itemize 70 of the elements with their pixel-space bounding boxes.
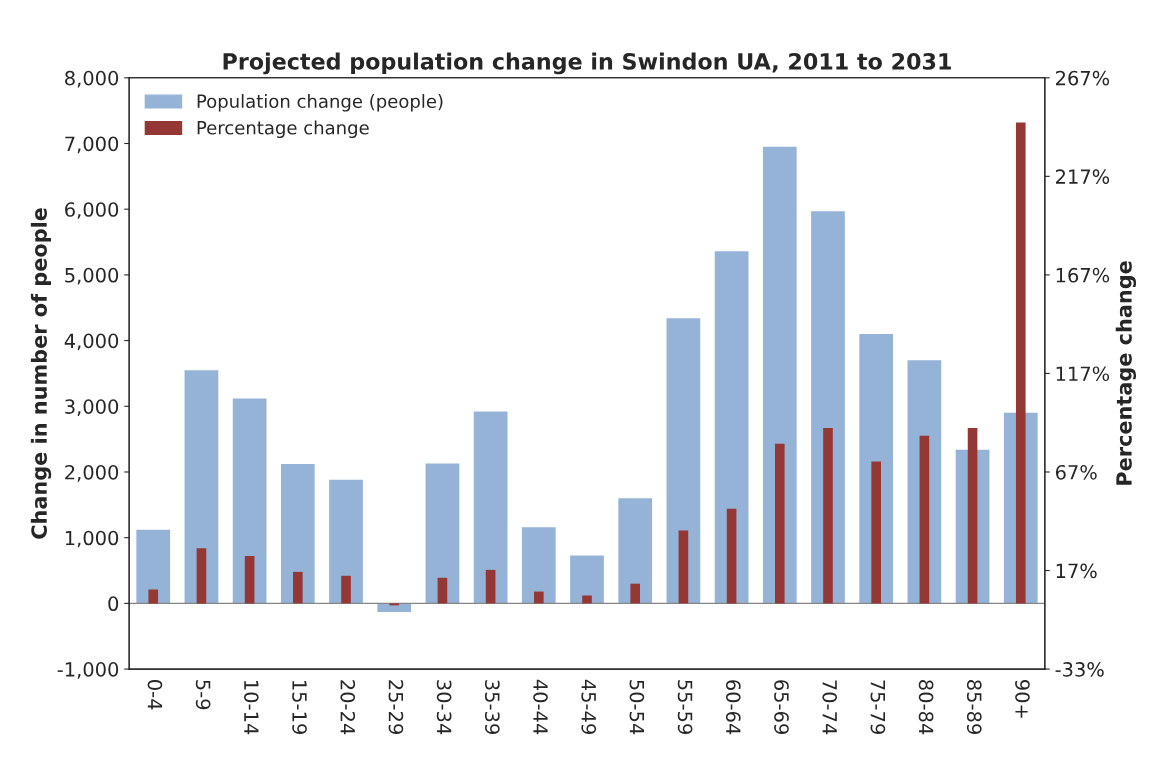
bar — [714, 251, 749, 604]
y2-tick-label: 67% — [1055, 464, 1097, 480]
bar — [148, 589, 159, 604]
x-tick-label: 60-64 — [725, 680, 741, 735]
bar — [184, 370, 219, 604]
y-tick-label: -1,000 — [57, 662, 119, 679]
x-tick-label: 85-89 — [966, 680, 982, 734]
bar — [341, 575, 351, 604]
bar — [473, 411, 508, 604]
x-tick-label: 70-74 — [822, 680, 838, 735]
x-tick-label: 15-19 — [292, 680, 307, 734]
chart-title: Projected population change in Swindon UA, 2011 to 2031 — [223, 52, 951, 75]
x-tick-label: 45-49 — [581, 679, 597, 734]
bar — [618, 498, 653, 604]
y2-tick-label: 117% — [1056, 366, 1110, 382]
bar — [630, 583, 641, 604]
x-tick-label: 55-59 — [677, 680, 693, 734]
y-tick-label: 1,000 — [65, 530, 119, 548]
x-tick-label: 90+ — [1015, 680, 1030, 718]
x-tick-label: 30-34 — [436, 680, 452, 735]
y-tick-label: 5,000 — [65, 267, 119, 285]
x-tick-label: 75-79 — [870, 680, 886, 734]
bar — [329, 479, 363, 604]
y2-tick-label: 217% — [1056, 169, 1110, 185]
x-tick-label: 0-4 — [147, 680, 163, 710]
x-tick-label: 50-54 — [629, 680, 645, 735]
y2-tick-label: -33% — [1055, 662, 1104, 677]
bar — [666, 318, 701, 604]
y2-tick-label: 267% — [1056, 70, 1110, 86]
bar — [582, 595, 592, 604]
bar — [244, 556, 255, 604]
x-tick-label: 5-9 — [195, 680, 211, 710]
bar — [521, 527, 556, 604]
x-tick-label: 25-29 — [388, 680, 404, 734]
legend-label: Percentage change — [197, 120, 369, 139]
bar — [774, 443, 785, 604]
y-axis-title: Change in number of people — [30, 208, 52, 539]
bar — [533, 591, 544, 604]
y-tick-label: 3,000 — [65, 399, 119, 416]
bar — [293, 571, 303, 604]
x-tick-label: 35-39 — [484, 680, 500, 734]
bar — [196, 548, 207, 604]
bar — [726, 508, 737, 604]
bar — [823, 427, 833, 604]
bar — [919, 435, 930, 604]
legend-label: Population change (people) — [197, 94, 443, 112]
bar — [437, 577, 448, 604]
y-tick-label: 4,000 — [64, 333, 119, 351]
y-tick-label: 8,000 — [65, 70, 119, 88]
bar — [280, 464, 315, 604]
bar — [871, 461, 881, 604]
x-tick-label: 20-24 — [340, 680, 356, 735]
y-tick-label: 2,000 — [65, 464, 119, 482]
bar — [678, 530, 689, 604]
bar — [485, 569, 496, 604]
bar — [377, 603, 412, 612]
y2-tick-label: 17% — [1056, 563, 1097, 579]
y-tick-label: 0 — [108, 596, 119, 612]
x-tick-label: 80-84 — [918, 680, 934, 735]
y2-tick-label: 167% — [1056, 267, 1110, 283]
bar — [136, 529, 171, 604]
bar — [232, 398, 267, 604]
bar — [570, 555, 604, 604]
bar — [425, 463, 460, 604]
x-tick-label: 65-69 — [774, 680, 789, 734]
y-tick-label: 7,000 — [65, 136, 119, 154]
x-tick-label: 40-44 — [533, 679, 548, 735]
x-tick-label: 10-14 — [243, 680, 259, 735]
y-tick-label: 6,000 — [65, 202, 119, 219]
y2-axis-title: Percentage change — [1115, 261, 1137, 485]
